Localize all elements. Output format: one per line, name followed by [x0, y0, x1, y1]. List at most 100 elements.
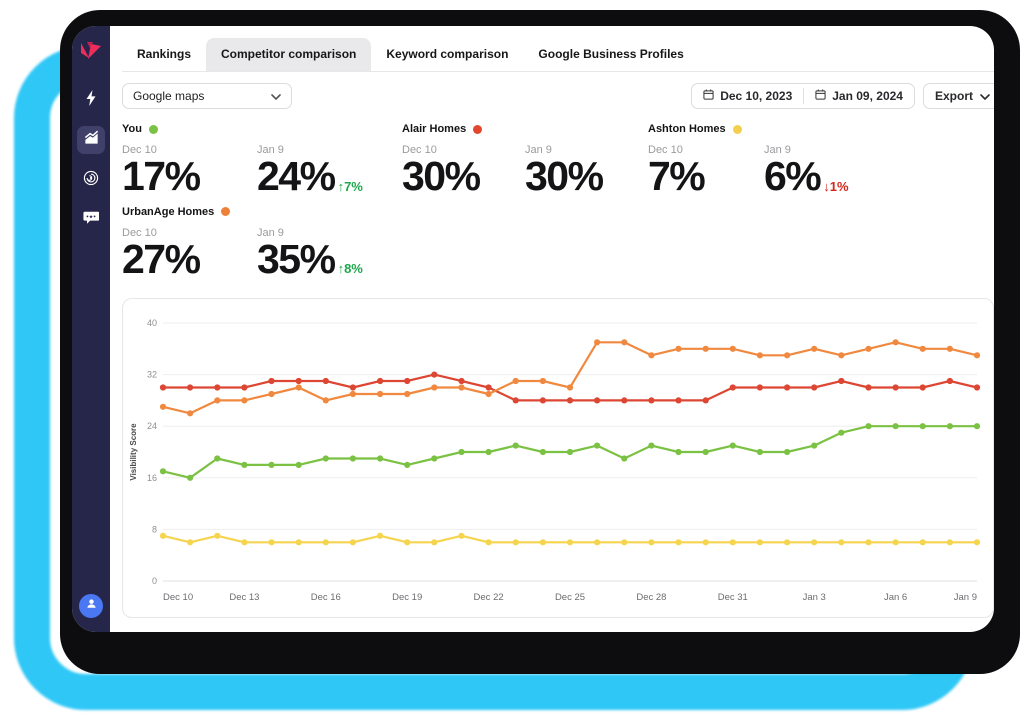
export-label: Export — [934, 89, 973, 103]
series-color-dot-icon — [221, 207, 231, 217]
stat-period-label: Dec 10 — [122, 144, 157, 156]
svg-text:Dec 13: Dec 13 — [229, 592, 259, 603]
stat-value-block: Dec 10 27% — [122, 218, 257, 279]
svg-text:Dec 25: Dec 25 — [555, 592, 585, 603]
svg-text:Dec 22: Dec 22 — [474, 592, 504, 603]
stat-name-label: Ashton Homes — [648, 123, 726, 135]
series-color-dot-icon — [148, 124, 158, 134]
stat-value: 24% — [257, 153, 336, 199]
stat-value-block: Dec 10 7% — [648, 135, 764, 196]
stat-group-ashton-homes: Ashton Homes Dec 10 7% Jan 9 — [648, 123, 994, 196]
stat-group-urbanage-homes: UrbanAge Homes Dec 10 27% Jan 9 — [122, 206, 402, 279]
delta-up-badge: ↑8% — [337, 261, 363, 277]
date-start-button[interactable]: Dec 10, 2023 — [692, 84, 803, 108]
svg-text:16: 16 — [147, 473, 157, 483]
date-start-label: Dec 10, 2023 — [720, 89, 793, 103]
stat-value: 27% — [122, 235, 201, 282]
stat-value: 35% — [257, 235, 336, 282]
map-type-select-value: Google maps — [133, 89, 205, 103]
tab-rankings[interactable]: Rankings — [137, 47, 192, 61]
stat-entity-name: Alair Homes — [402, 123, 648, 135]
svg-text:Visibility Score: Visibility Score — [129, 423, 138, 481]
date-end-label: Jan 09, 2024 — [832, 89, 903, 103]
calendar-icon — [703, 89, 714, 103]
stat-value: 30% — [402, 153, 481, 199]
stat-name-label: You — [122, 123, 142, 135]
radar-scan-icon — [83, 170, 99, 191]
stat-entity-name: You — [122, 123, 402, 135]
svg-text:8: 8 — [152, 525, 157, 535]
svg-text:Dec 28: Dec 28 — [636, 592, 666, 603]
series-color-dot-icon — [473, 124, 483, 134]
svg-text:Dec 19: Dec 19 — [392, 592, 422, 603]
chevron-down-icon — [271, 89, 281, 103]
bolt-icon — [85, 89, 97, 111]
stat-period-label: Jan 9 — [764, 144, 791, 156]
stat-name-label: Alair Homes — [402, 123, 467, 135]
stat-value: 6% — [764, 153, 822, 199]
svg-text:0: 0 — [152, 576, 157, 586]
stat-value: 30% — [525, 153, 604, 199]
stat-period-label: Dec 10 — [122, 226, 157, 239]
tab-keyword-comparison[interactable]: Keyword comparison — [386, 47, 509, 61]
app-window-shadow: Rankings Competitor comparison Keyword com… — [60, 10, 1020, 674]
svg-text:Jan 6: Jan 6 — [884, 592, 907, 603]
chart-svg: 0 8 16 24 32 40 Dec 10 Dec 13 Dec 16 Dec 19 Dec 22… — [129, 318, 981, 603]
stat-entity-name: UrbanAge Homes — [122, 206, 402, 218]
svg-text:Dec 31: Dec 31 — [718, 592, 748, 603]
visibility-chart-card: 0 8 16 24 32 40 Dec 10 Dec 13 Dec 16 Dec 19 Dec 22… — [122, 298, 994, 619]
svg-text:Dec 10: Dec 10 — [163, 592, 193, 603]
stat-period-label: Jan 9 — [525, 144, 552, 156]
series-color-dot-icon — [732, 124, 742, 134]
sidebar-item-area-chart[interactable] — [77, 126, 105, 154]
visibility-line-chart: 0 8 16 24 32 40 Dec 10 Dec 13 Dec 16 Dec 19 Dec 22… — [127, 307, 991, 614]
svg-text:Jan 3: Jan 3 — [803, 592, 826, 603]
stat-name-label: UrbanAge Homes — [122, 205, 215, 218]
area-chart-icon — [83, 129, 100, 151]
calendar-icon — [815, 89, 826, 103]
stat-value-block: Jan 9 6% ↓1% — [764, 135, 880, 196]
app-window: Rankings Competitor comparison Keyword com… — [72, 26, 994, 632]
stat-period-label: Jan 9 — [257, 144, 284, 156]
stat-group-you: You Dec 10 17% Jan 9 — [122, 123, 402, 196]
main-content: Rankings Competitor comparison Keyword com… — [110, 26, 994, 632]
svg-text:Dec 16: Dec 16 — [311, 592, 341, 603]
stat-value-block: Jan 9 35% ↑8% — [257, 218, 392, 279]
tab-bar: Rankings Competitor comparison Keyword com… — [122, 38, 994, 72]
stat-value: 17% — [122, 153, 201, 199]
svg-text:Jan 9: Jan 9 — [954, 592, 977, 603]
date-range-picker: Dec 10, 2023 — [691, 83, 915, 109]
sidebar — [72, 26, 110, 632]
competitor-stats: You Dec 10 17% Jan 9 — [122, 123, 994, 288]
sidebar-item-chat-reviews[interactable] — [77, 206, 105, 234]
sidebar-item-radar-scan[interactable] — [77, 166, 105, 194]
stat-group-alair-homes: Alair Homes Dec 10 30% Jan 9 — [402, 123, 648, 196]
stat-period-label: Dec 10 — [402, 144, 437, 156]
sidebar-item-bolt[interactable] — [77, 86, 105, 114]
stat-period-label: Jan 9 — [257, 226, 284, 239]
delta-down-badge: ↓1% — [823, 178, 849, 194]
stat-value-block: Dec 10 30% — [402, 135, 525, 196]
delta-up-badge: ↑7% — [337, 178, 363, 194]
stat-value: 7% — [648, 153, 706, 199]
divider — [803, 88, 805, 104]
tab-competitor-comparison[interactable]: Competitor comparison — [206, 38, 372, 71]
stat-value-block: Dec 10 17% — [122, 135, 257, 196]
tab-google-business-profiles[interactable]: Google Business Profiles — [538, 47, 684, 61]
person-icon — [85, 597, 98, 615]
stat-entity-name: Ashton Homes — [648, 123, 994, 135]
stat-period-label: Dec 10 — [648, 144, 683, 156]
toolbar-right: Dec 10, 2023 — [691, 83, 994, 109]
export-button[interactable]: Export — [922, 83, 994, 109]
stat-value-block: Jan 9 24% ↑7% — [257, 135, 392, 196]
svg-text:32: 32 — [147, 370, 157, 380]
date-end-button[interactable]: Jan 09, 2024 — [804, 84, 914, 108]
map-type-select[interactable]: Google maps — [122, 83, 292, 109]
svg-text:24: 24 — [147, 422, 157, 432]
toolbar: Google maps — [122, 83, 994, 109]
user-avatar[interactable] — [79, 594, 103, 618]
local-falcon-logo-icon[interactable] — [78, 40, 104, 64]
chat-bubble-icon — [83, 210, 100, 230]
svg-text:40: 40 — [147, 318, 157, 328]
